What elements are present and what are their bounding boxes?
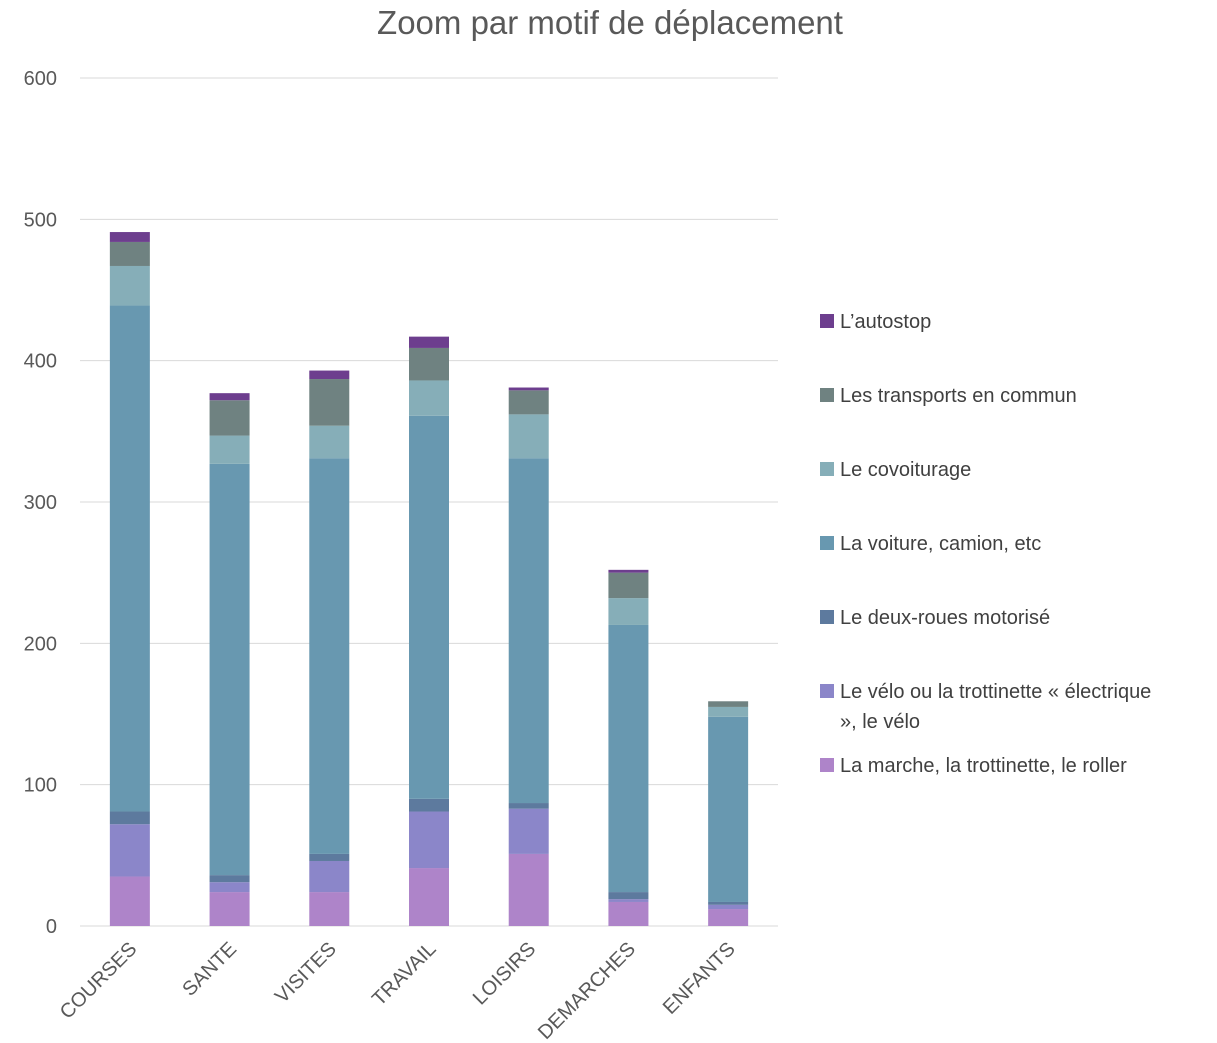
bar-stack <box>708 701 749 926</box>
bar-segment <box>708 901 749 905</box>
bar-segment <box>508 803 549 809</box>
bar-segment <box>209 435 250 464</box>
legend-label: La voiture, camion, etc <box>840 533 1041 555</box>
bar-segment <box>708 904 749 910</box>
bar-segment <box>209 882 250 893</box>
bar-segment <box>109 305 150 812</box>
legend-swatch <box>820 758 834 772</box>
bar-stack <box>209 393 250 926</box>
bar-segment <box>409 380 449 416</box>
bar-segment <box>608 892 649 900</box>
bar-stack <box>608 569 649 926</box>
bar-segment <box>309 892 350 926</box>
legend-swatch <box>820 536 834 550</box>
legend-item: Les transports en commun <box>820 385 1077 407</box>
bar-segment <box>109 265 150 306</box>
y-tick-label: 0 <box>46 916 57 938</box>
bar-segment <box>608 624 649 893</box>
bar-stack <box>109 232 150 926</box>
legend-swatch <box>820 684 834 698</box>
y-tick-label: 500 <box>24 209 57 231</box>
legend-label: Le vélo ou la trottinette « électrique <box>840 681 1151 703</box>
x-tick-label: COURSES <box>56 938 141 1023</box>
bar-segment <box>309 458 350 854</box>
x-tick-label: DEMARCHES <box>534 938 640 1043</box>
bar-segment <box>708 716 749 902</box>
y-axis-ticks: 0 100 200 300 400 500 600 <box>24 68 57 938</box>
bar-segment <box>608 572 649 599</box>
legend-swatch <box>820 610 834 624</box>
bars <box>109 232 749 926</box>
legend-item: L’autostop <box>820 311 931 333</box>
bar-segment <box>508 808 549 854</box>
bar-segment <box>708 909 749 926</box>
bar-segment <box>608 598 649 625</box>
bar-segment <box>409 798 449 812</box>
y-tick-label: 300 <box>24 492 57 514</box>
bar-segment <box>409 415 449 799</box>
x-tick-label: TRAVAIL <box>368 938 440 1010</box>
bar-segment <box>708 701 749 707</box>
legend-item: Le vélo ou la trottinette « électrique »,… <box>820 681 1151 733</box>
legend-label: Le covoiturage <box>840 459 971 481</box>
bar-stack <box>309 370 350 926</box>
bar-segment <box>109 232 150 242</box>
bar-segment <box>109 876 150 926</box>
bar-stack <box>409 336 449 926</box>
bar-segment <box>508 414 549 459</box>
bar-segment <box>409 336 449 348</box>
legend-label: La marche, la trottinette, le roller <box>840 755 1127 777</box>
x-tick-label: SANTE <box>178 938 241 1001</box>
bar-segment <box>209 892 250 926</box>
chart-title: Zoom par motif de déplacement <box>377 4 843 41</box>
x-tick-label: ENFANTS <box>659 938 740 1019</box>
legend-label: Les transports en commun <box>840 385 1077 407</box>
bar-segment <box>309 860 350 893</box>
legend-item: La marche, la trottinette, le roller <box>820 755 1127 777</box>
bar-segment <box>608 901 649 926</box>
bar-segment <box>209 875 250 883</box>
legend-swatch <box>820 388 834 402</box>
bar-segment <box>608 899 649 902</box>
bar-segment <box>608 569 649 573</box>
bar-segment <box>309 425 350 459</box>
bar-segment <box>409 868 449 926</box>
x-tick-label: LOISIRS <box>469 938 540 1009</box>
y-tick-label: 400 <box>24 351 57 373</box>
bar-segment <box>409 347 449 381</box>
legend-label: Le deux-roues motorisé <box>840 607 1050 629</box>
x-tick-label: VISITES <box>271 938 341 1008</box>
bar-segment <box>409 811 449 869</box>
legend-item: La voiture, camion, etc <box>820 533 1041 555</box>
bar-stack <box>508 387 549 926</box>
x-axis-ticks: COURSES SANTE VISITES TRAVAIL LOISIRSDEMARCH… <box>56 938 740 1043</box>
bar-segment <box>209 393 250 401</box>
legend-item: Le covoiturage <box>820 459 971 481</box>
y-tick-label: 600 <box>24 68 57 90</box>
bar-segment <box>508 853 549 926</box>
legend-label: », le vélo <box>840 711 920 733</box>
bar-segment <box>508 458 549 804</box>
bar-segment <box>109 824 150 877</box>
bar-segment <box>309 853 350 861</box>
legend-label: L’autostop <box>840 311 931 333</box>
legend-swatch <box>820 314 834 328</box>
bar-segment <box>109 811 150 825</box>
bar-segment <box>109 241 150 266</box>
legend: L’autostop Les transports en commun Le cov… <box>820 311 1151 777</box>
bar-segment <box>209 400 250 436</box>
bar-segment <box>508 390 549 415</box>
bar-segment <box>309 379 350 426</box>
bar-segment <box>508 387 549 391</box>
legend-item: Le deux-roues motorisé <box>820 607 1050 629</box>
bar-segment <box>209 463 250 876</box>
bar-segment <box>309 370 350 380</box>
y-tick-label: 100 <box>24 775 57 797</box>
bar-segment <box>708 706 749 717</box>
y-tick-label: 200 <box>24 633 57 655</box>
legend-swatch <box>820 462 834 476</box>
